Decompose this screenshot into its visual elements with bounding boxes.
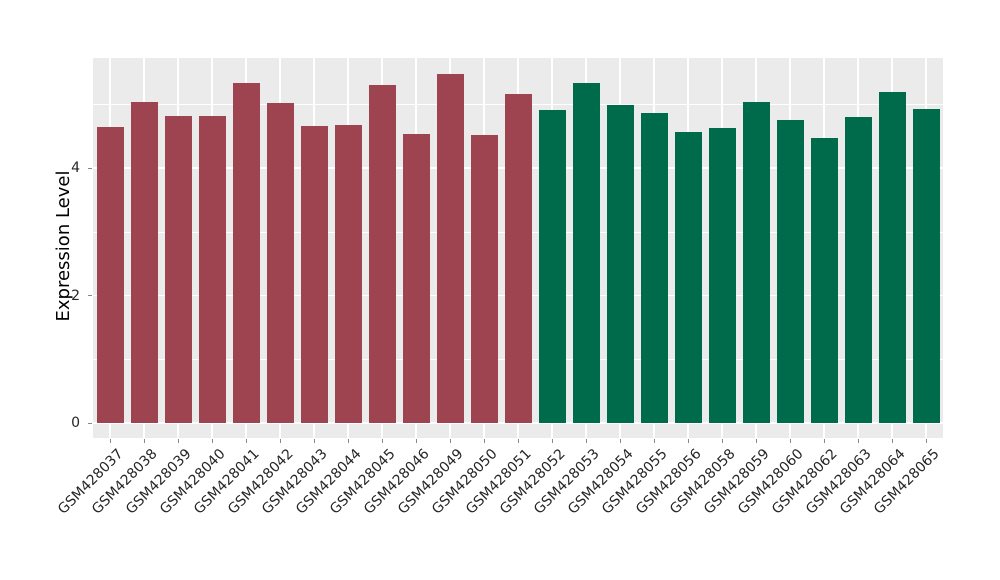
y-tick-label: 0 xyxy=(71,415,80,432)
x-tick xyxy=(415,439,417,443)
bar-GSM428038 xyxy=(130,102,158,423)
bar-GSM428062 xyxy=(810,138,838,423)
x-tick xyxy=(279,439,281,443)
bar-GSM428042 xyxy=(266,102,294,423)
bar-GSM428044 xyxy=(334,125,362,423)
x-tick xyxy=(789,439,791,443)
bar-GSM428045 xyxy=(368,84,396,423)
bar-GSM428054 xyxy=(606,104,634,424)
y-tick xyxy=(88,295,92,297)
bar-GSM428059 xyxy=(742,102,770,423)
chart-panel xyxy=(93,58,943,438)
bar-GSM428063 xyxy=(844,117,872,424)
x-tick xyxy=(823,439,825,443)
x-tick xyxy=(551,439,553,443)
x-tick xyxy=(721,439,723,443)
x-tick xyxy=(619,439,621,443)
y-tick-label: 2 xyxy=(71,287,80,304)
x-tick xyxy=(177,439,179,443)
bar-GSM428060 xyxy=(776,120,804,424)
bar-GSM428052 xyxy=(538,110,566,423)
bar-GSM428056 xyxy=(674,131,702,423)
x-tick xyxy=(925,439,927,443)
x-tick xyxy=(109,439,111,443)
bar-GSM428037 xyxy=(96,127,124,424)
bar-GSM428043 xyxy=(300,125,328,423)
x-tick xyxy=(313,439,315,443)
x-tick xyxy=(755,439,757,443)
y-tick xyxy=(88,167,92,169)
y-tick-label: 4 xyxy=(71,160,80,177)
x-tick xyxy=(381,439,383,443)
bar-GSM428041 xyxy=(232,83,260,423)
bar-GSM428050 xyxy=(470,134,498,423)
bar-GSM428046 xyxy=(402,134,430,423)
x-tick xyxy=(211,439,213,443)
bar-GSM428055 xyxy=(640,112,668,423)
x-tick xyxy=(585,439,587,443)
bar-GSM428051 xyxy=(504,94,532,423)
bar-GSM428040 xyxy=(198,115,226,423)
x-tick xyxy=(857,439,859,443)
x-tick xyxy=(245,439,247,443)
bar-GSM428058 xyxy=(708,127,736,423)
x-tick xyxy=(891,439,893,443)
bar-GSM428065 xyxy=(912,109,940,423)
x-tick xyxy=(483,439,485,443)
y-tick xyxy=(88,422,92,424)
x-tick xyxy=(143,439,145,443)
x-tick xyxy=(653,439,655,443)
x-tick xyxy=(687,439,689,443)
bar-GSM428049 xyxy=(436,74,464,423)
x-tick xyxy=(449,439,451,443)
x-tick xyxy=(347,439,349,443)
bar-GSM428039 xyxy=(164,115,192,423)
x-tick xyxy=(517,439,519,443)
bar-GSM428053 xyxy=(572,82,600,424)
bar-GSM428064 xyxy=(878,92,906,424)
